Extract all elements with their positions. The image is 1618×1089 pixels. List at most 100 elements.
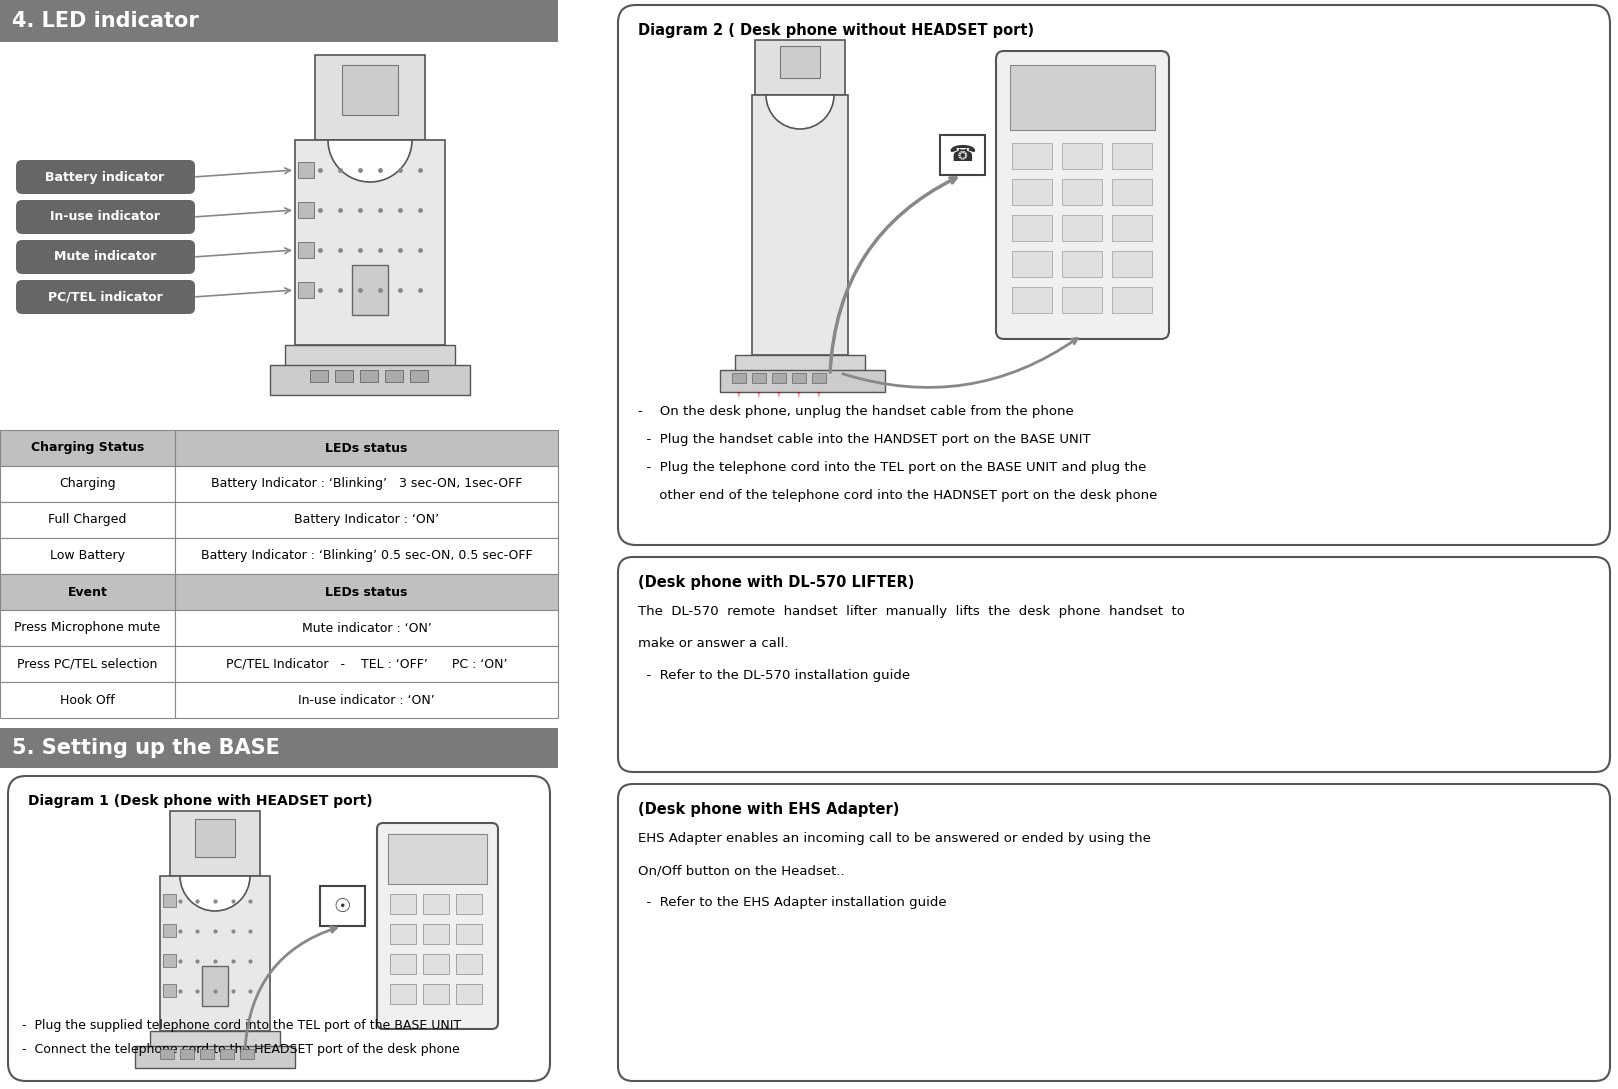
Bar [390, 954, 416, 974]
Text: The  DL-570  remote  handset  lifter  manually  lifts  the  desk  phone  handset: The DL-570 remote handset lifter manuall… [637, 605, 1184, 617]
Bar [311, 370, 328, 382]
Bar [0, 574, 175, 610]
Text: In-use indicator : ‘ON’: In-use indicator : ‘ON’ [298, 694, 435, 707]
Text: Battery indicator: Battery indicator [45, 171, 165, 184]
Bar [0, 538, 175, 574]
Bar [1011, 287, 1052, 313]
Bar [0, 466, 175, 502]
Text: Diagram 1 (Desk phone with HEADSET port): Diagram 1 (Desk phone with HEADSET port) [28, 794, 372, 808]
Bar [772, 374, 786, 383]
Text: 5. Setting up the BASE: 5. Setting up the BASE [11, 738, 280, 758]
Bar [202, 966, 228, 1006]
Text: Press Microphone mute: Press Microphone mute [15, 622, 160, 635]
Bar [175, 682, 558, 718]
Bar [422, 984, 450, 1004]
Bar [1061, 143, 1102, 169]
FancyBboxPatch shape [16, 160, 196, 194]
FancyBboxPatch shape [16, 240, 196, 274]
Bar [390, 984, 416, 1004]
Bar [175, 574, 558, 610]
Bar [1061, 287, 1102, 313]
Text: Charging Status: Charging Status [31, 441, 144, 454]
FancyBboxPatch shape [997, 51, 1168, 339]
Bar [175, 610, 558, 646]
Wedge shape [180, 876, 251, 911]
Text: Event: Event [68, 586, 107, 599]
Bar [1112, 179, 1152, 205]
Bar [163, 894, 176, 907]
Text: Battery Indicator : ‘Blinking’   3 sec-ON, 1sec-OFF: Battery Indicator : ‘Blinking’ 3 sec-ON,… [210, 477, 523, 490]
Bar [175, 538, 558, 574]
Bar [756, 40, 845, 95]
Text: -  Refer to the DL-570 installation guide: - Refer to the DL-570 installation guide [637, 669, 909, 682]
Text: ☉: ☉ [333, 896, 351, 916]
Bar [409, 370, 429, 382]
Text: Press PC/TEL selection: Press PC/TEL selection [18, 658, 157, 671]
Bar [160, 876, 270, 1031]
Bar [1011, 215, 1052, 241]
Bar [0, 729, 558, 768]
Bar [1061, 250, 1102, 277]
Wedge shape [765, 95, 833, 129]
Bar [359, 370, 379, 382]
Bar [0, 646, 175, 682]
Bar [285, 345, 455, 367]
Bar [791, 374, 806, 383]
Text: (Desk phone with DL-570 LIFTER): (Desk phone with DL-570 LIFTER) [637, 575, 914, 590]
Bar [298, 282, 314, 298]
FancyBboxPatch shape [618, 784, 1610, 1081]
Bar [1112, 250, 1152, 277]
Bar [150, 1031, 280, 1049]
Bar [422, 894, 450, 914]
Text: (Desk phone with EHS Adapter): (Desk phone with EHS Adapter) [637, 802, 900, 817]
Bar [239, 1049, 254, 1059]
Text: -    On the desk phone, unplug the handset cable from the phone: - On the desk phone, unplug the handset … [637, 405, 1074, 418]
Text: ☎: ☎ [948, 145, 976, 166]
FancyBboxPatch shape [618, 556, 1610, 772]
Bar [298, 201, 314, 218]
Bar [320, 886, 366, 926]
Bar [422, 954, 450, 974]
Text: -  Refer to the EHS Adapter installation guide: - Refer to the EHS Adapter installation … [637, 896, 947, 909]
Text: 4. LED indicator: 4. LED indicator [11, 11, 199, 30]
Bar [160, 1049, 175, 1059]
FancyBboxPatch shape [16, 200, 196, 234]
Text: -  Plug the handset cable into the HANDSET port on the BASE UNIT: - Plug the handset cable into the HANDSE… [637, 433, 1091, 446]
Bar [294, 140, 445, 345]
Text: Low Battery: Low Battery [50, 550, 125, 563]
Bar [0, 430, 175, 466]
Bar [335, 370, 353, 382]
Bar [1112, 143, 1152, 169]
Bar [1112, 287, 1152, 313]
FancyBboxPatch shape [618, 5, 1610, 544]
Bar [731, 374, 746, 383]
Bar [175, 646, 558, 682]
FancyBboxPatch shape [377, 823, 498, 1029]
Bar [385, 370, 403, 382]
Text: ↑: ↑ [815, 392, 822, 397]
Bar [196, 819, 235, 857]
Text: ↑: ↑ [756, 392, 762, 397]
Text: PC/TEL Indicator   -    TEL : ‘OFF’      PC : ‘ON’: PC/TEL Indicator - TEL : ‘OFF’ PC : ‘ON’ [227, 658, 508, 671]
Bar [0, 682, 175, 718]
Text: EHS Adapter enables an incoming call to be answered or ended by using the: EHS Adapter enables an incoming call to … [637, 832, 1150, 845]
Bar [175, 502, 558, 538]
Bar [720, 370, 885, 392]
Bar [1112, 215, 1152, 241]
Bar [220, 1049, 235, 1059]
Bar [175, 466, 558, 502]
Bar [456, 894, 482, 914]
FancyBboxPatch shape [16, 280, 196, 314]
Text: PC/TEL indicator: PC/TEL indicator [47, 291, 162, 304]
Text: LEDs status: LEDs status [325, 586, 408, 599]
Bar [341, 65, 398, 115]
Bar [456, 954, 482, 974]
Bar [163, 954, 176, 967]
Text: ↑: ↑ [796, 392, 803, 397]
Text: -  Plug the supplied telephone cord into the TEL port of the BASE UNIT: - Plug the supplied telephone cord into … [23, 1019, 461, 1032]
Bar [390, 894, 416, 914]
Text: In-use indicator: In-use indicator [50, 210, 160, 223]
Text: ↑: ↑ [736, 392, 743, 397]
Text: -  Plug the telephone cord into the TEL port on the BASE UNIT and plug the: - Plug the telephone cord into the TEL p… [637, 461, 1147, 474]
Bar [422, 923, 450, 944]
